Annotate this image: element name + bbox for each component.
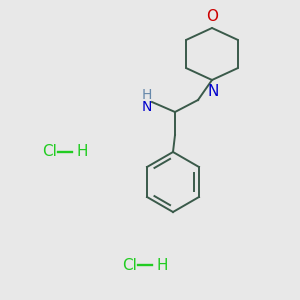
Text: H: H <box>76 145 88 160</box>
Text: O: O <box>206 9 218 24</box>
Text: H: H <box>142 88 152 102</box>
Text: N: N <box>142 100 152 114</box>
Text: Cl: Cl <box>42 145 57 160</box>
Text: N: N <box>207 84 219 99</box>
Text: H: H <box>156 257 167 272</box>
Text: Cl: Cl <box>122 257 137 272</box>
